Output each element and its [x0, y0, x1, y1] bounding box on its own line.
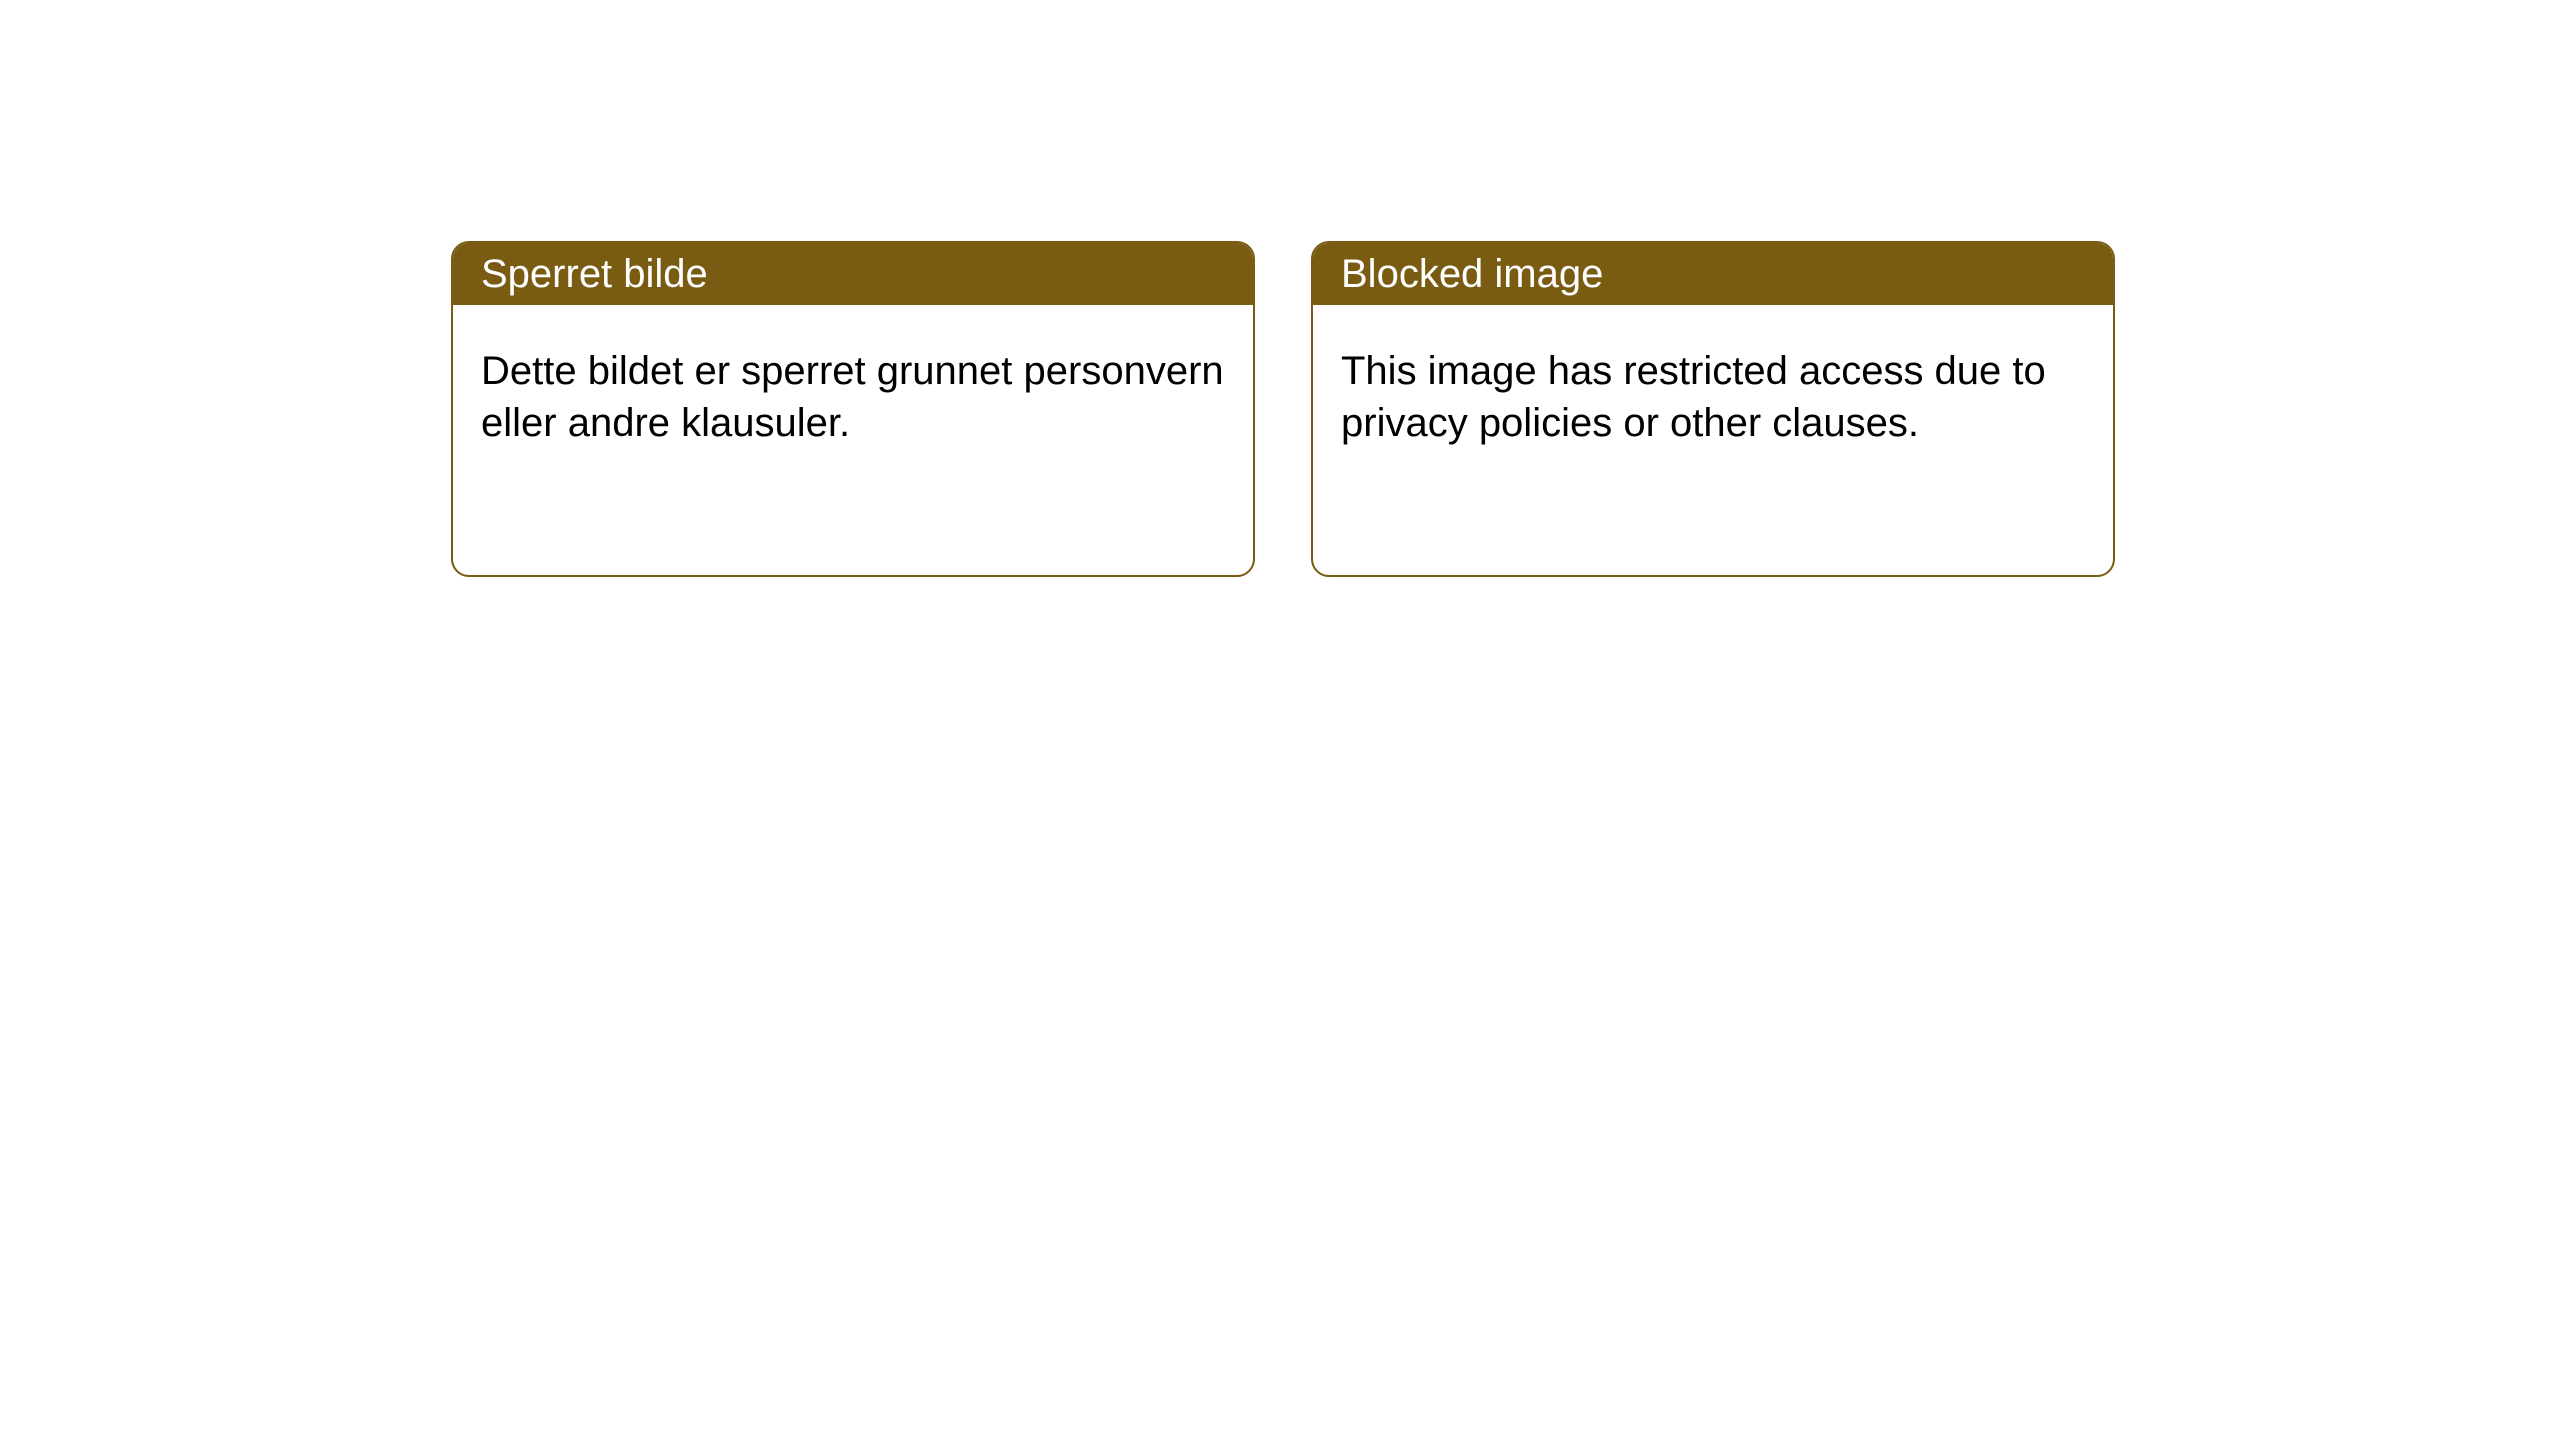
- notice-card-english: Blocked image This image has restricted …: [1311, 241, 2115, 577]
- notice-header-norwegian: Sperret bilde: [453, 243, 1253, 305]
- notice-title-norwegian: Sperret bilde: [481, 252, 708, 297]
- notice-body-norwegian: Dette bildet er sperret grunnet personve…: [453, 305, 1253, 489]
- notice-header-english: Blocked image: [1313, 243, 2113, 305]
- notice-text-norwegian: Dette bildet er sperret grunnet personve…: [481, 349, 1224, 445]
- notice-card-norwegian: Sperret bilde Dette bildet er sperret gr…: [451, 241, 1255, 577]
- notice-title-english: Blocked image: [1341, 252, 1603, 297]
- notice-text-english: This image has restricted access due to …: [1341, 349, 2046, 445]
- notice-body-english: This image has restricted access due to …: [1313, 305, 2113, 489]
- notice-container: Sperret bilde Dette bildet er sperret gr…: [0, 0, 2560, 577]
